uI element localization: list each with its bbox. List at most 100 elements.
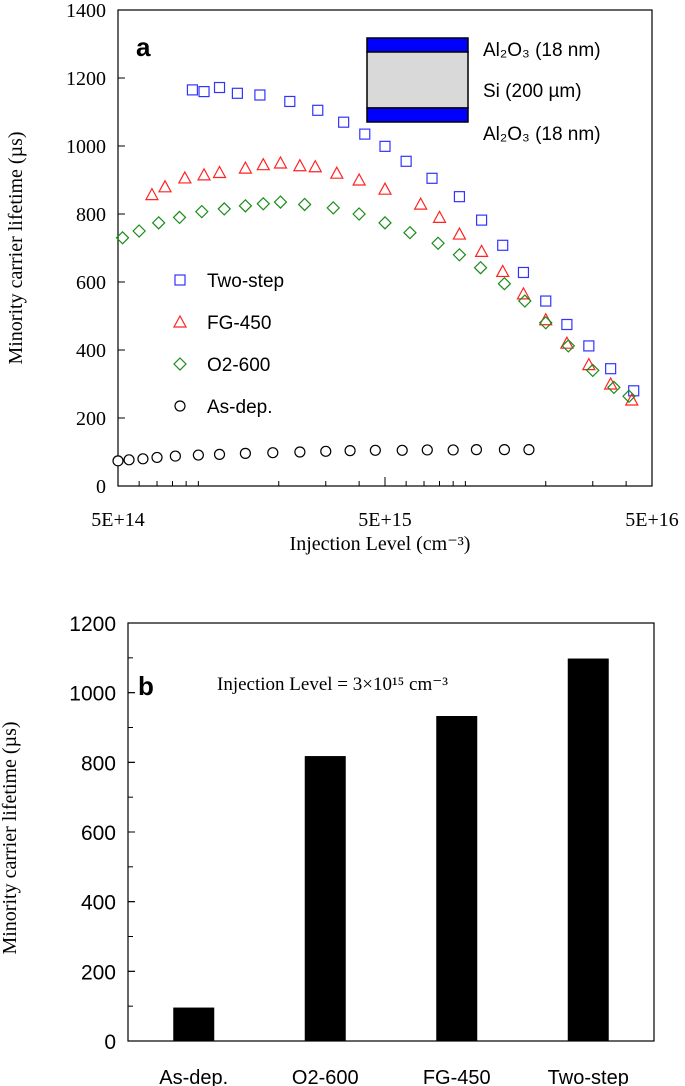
legend-label: Two-step xyxy=(207,271,284,292)
x-tick-label: 5E+16 xyxy=(625,509,679,531)
data-point xyxy=(256,157,271,171)
data-point xyxy=(267,447,279,459)
data-point xyxy=(540,295,552,307)
panel-a-legend: Two-step FG-450 O2-600 As-dep. xyxy=(172,271,284,418)
bar-fg-450 xyxy=(436,716,478,1041)
y-tick-label: 1200 xyxy=(69,613,116,636)
bar-two-step xyxy=(567,658,609,1041)
data-point xyxy=(186,84,199,96)
data-point xyxy=(396,444,408,456)
data-point xyxy=(583,340,595,352)
data-point xyxy=(151,451,163,464)
data-point xyxy=(238,160,253,174)
data-point xyxy=(115,230,130,245)
inset-label-top-oxide: Al₂O₃ (18 nm) xyxy=(483,40,601,61)
inset-top-oxide-layer xyxy=(366,37,469,53)
y-tick-label: 200 xyxy=(76,408,106,430)
x-category-label: As-dep. xyxy=(159,1067,228,1086)
inset-label-silicon: Si (200 µm) xyxy=(483,81,582,102)
data-point xyxy=(169,450,181,462)
x-category-label: FG-450 xyxy=(423,1067,491,1086)
data-point xyxy=(158,179,173,193)
data-point xyxy=(172,210,187,225)
x-tick-label: 5E+15 xyxy=(358,509,412,531)
data-point xyxy=(177,170,192,184)
panel-b-annotation: Injection Level = 3×10¹⁵ cm⁻³ xyxy=(217,674,448,695)
data-point xyxy=(581,357,596,371)
y-tick-label: 400 xyxy=(76,340,106,362)
data-point xyxy=(516,286,531,300)
panel-b-bars: As-dep. O2-600 FG-450 Two-step xyxy=(159,658,629,1086)
data-point xyxy=(284,95,296,108)
data-point xyxy=(273,155,288,169)
panel-b-axes: 0 200 400 600 800 1000 1200 xyxy=(69,613,135,1054)
panel-b-label: b xyxy=(138,671,154,701)
data-point xyxy=(369,444,381,456)
legend-marker-square xyxy=(174,274,186,286)
data-point xyxy=(352,207,366,221)
data-point xyxy=(326,201,341,215)
data-point xyxy=(603,376,618,390)
panel-b: 0 200 400 600 800 1000 1200 As-dep. O2-600 FG-45… xyxy=(0,613,655,1086)
panel-a-axes: 0 200 400 600 800 1000 1200 1400 5E+14 5E+15 5E+16 xyxy=(66,0,679,531)
data-point xyxy=(151,215,166,230)
panel-a-markers xyxy=(112,81,640,467)
data-point xyxy=(432,210,447,223)
series-as-dep- xyxy=(112,444,535,467)
y-tick-label: 0 xyxy=(104,1031,116,1054)
y-tick-label: 800 xyxy=(76,204,106,226)
data-point xyxy=(308,159,323,173)
data-point xyxy=(320,445,332,457)
legend-marker-triangle xyxy=(172,314,188,328)
data-point xyxy=(431,236,445,251)
data-point xyxy=(144,187,159,201)
data-point xyxy=(379,140,391,152)
data-point xyxy=(297,197,312,212)
y-tick-label: 0 xyxy=(96,476,106,498)
panel-b-ylabel: Minority carrier lifetime (µs) xyxy=(0,721,21,954)
legend-marker-circle xyxy=(174,400,186,412)
bar-as-dep- xyxy=(173,1007,215,1041)
data-point xyxy=(605,363,617,375)
data-point xyxy=(352,172,367,186)
data-point xyxy=(112,455,124,467)
data-point xyxy=(231,87,243,99)
data-point xyxy=(498,444,510,456)
layer-stack-inset: Al₂O₃ (18 nm) Si (200 µm) Al₂O₃ (18 nm) xyxy=(366,37,601,145)
data-point xyxy=(453,191,466,203)
data-point xyxy=(273,195,288,209)
panel-a-ylabel: Minority carrier lifetime (µs) xyxy=(5,131,27,364)
y-tick-label: 1200 xyxy=(66,68,106,90)
data-point xyxy=(495,264,510,278)
data-point xyxy=(292,158,307,172)
data-point xyxy=(212,165,227,179)
data-point xyxy=(426,172,438,184)
data-point xyxy=(132,224,146,238)
data-point xyxy=(413,196,428,210)
data-point xyxy=(192,449,204,461)
data-point xyxy=(213,448,226,460)
panel-a-label: a xyxy=(136,32,151,62)
data-point xyxy=(561,318,573,331)
data-point xyxy=(474,244,489,257)
data-point xyxy=(624,392,639,406)
data-point xyxy=(312,104,324,116)
data-point xyxy=(329,165,344,179)
data-point xyxy=(378,215,392,230)
data-point xyxy=(559,335,574,349)
legend-label: FG-450 xyxy=(207,313,271,334)
legend-label: O2-600 xyxy=(207,355,270,376)
data-point xyxy=(198,85,210,98)
data-point xyxy=(497,276,512,291)
panel-a: 0 200 400 600 800 1000 1200 1400 5E+14 5E+15 5E+16… xyxy=(5,0,679,555)
y-tick-label: 400 xyxy=(81,892,116,915)
data-point xyxy=(256,196,271,211)
bar-o2-600 xyxy=(304,756,346,1041)
data-point xyxy=(377,181,393,195)
data-point xyxy=(137,453,149,465)
y-tick-label: 1400 xyxy=(66,0,106,22)
inset-silicon-layer xyxy=(366,51,469,109)
series-o2-600 xyxy=(115,195,636,404)
y-tick-label: 200 xyxy=(81,961,116,984)
data-point xyxy=(517,266,530,279)
